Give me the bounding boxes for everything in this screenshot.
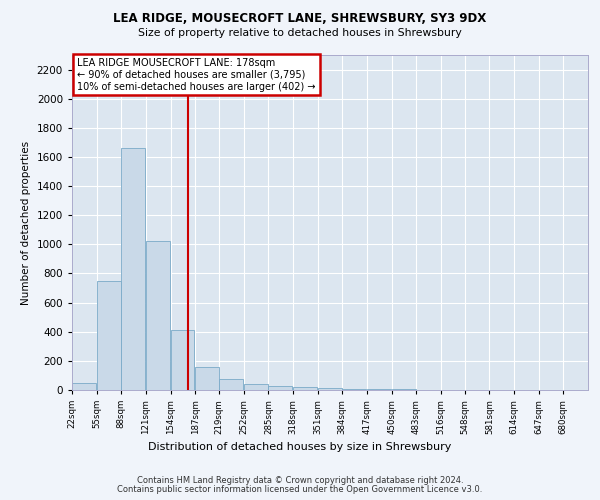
- Bar: [195, 368, 219, 390]
- Text: Distribution of detached houses by size in Shrewsbury: Distribution of detached houses by size …: [148, 442, 452, 452]
- Bar: [317, 388, 341, 390]
- Text: Contains HM Land Registry data © Crown copyright and database right 2024.: Contains HM Land Registry data © Crown c…: [137, 476, 463, 485]
- Bar: [121, 148, 145, 390]
- Text: LEA RIDGE MOUSECROFT LANE: 178sqm
← 90% of detached houses are smaller (3,795)
1: LEA RIDGE MOUSECROFT LANE: 178sqm ← 90% …: [77, 58, 316, 92]
- Text: Contains public sector information licensed under the Open Government Licence v3: Contains public sector information licen…: [118, 485, 482, 494]
- Bar: [268, 386, 292, 390]
- Bar: [244, 384, 268, 390]
- Bar: [293, 387, 317, 390]
- Bar: [343, 388, 366, 390]
- Bar: [97, 281, 121, 390]
- Text: Size of property relative to detached houses in Shrewsbury: Size of property relative to detached ho…: [138, 28, 462, 38]
- Bar: [72, 382, 96, 390]
- Y-axis label: Number of detached properties: Number of detached properties: [21, 140, 31, 304]
- Bar: [146, 242, 170, 390]
- Bar: [170, 330, 194, 390]
- Bar: [219, 379, 243, 390]
- Text: LEA RIDGE, MOUSECROFT LANE, SHREWSBURY, SY3 9DX: LEA RIDGE, MOUSECROFT LANE, SHREWSBURY, …: [113, 12, 487, 26]
